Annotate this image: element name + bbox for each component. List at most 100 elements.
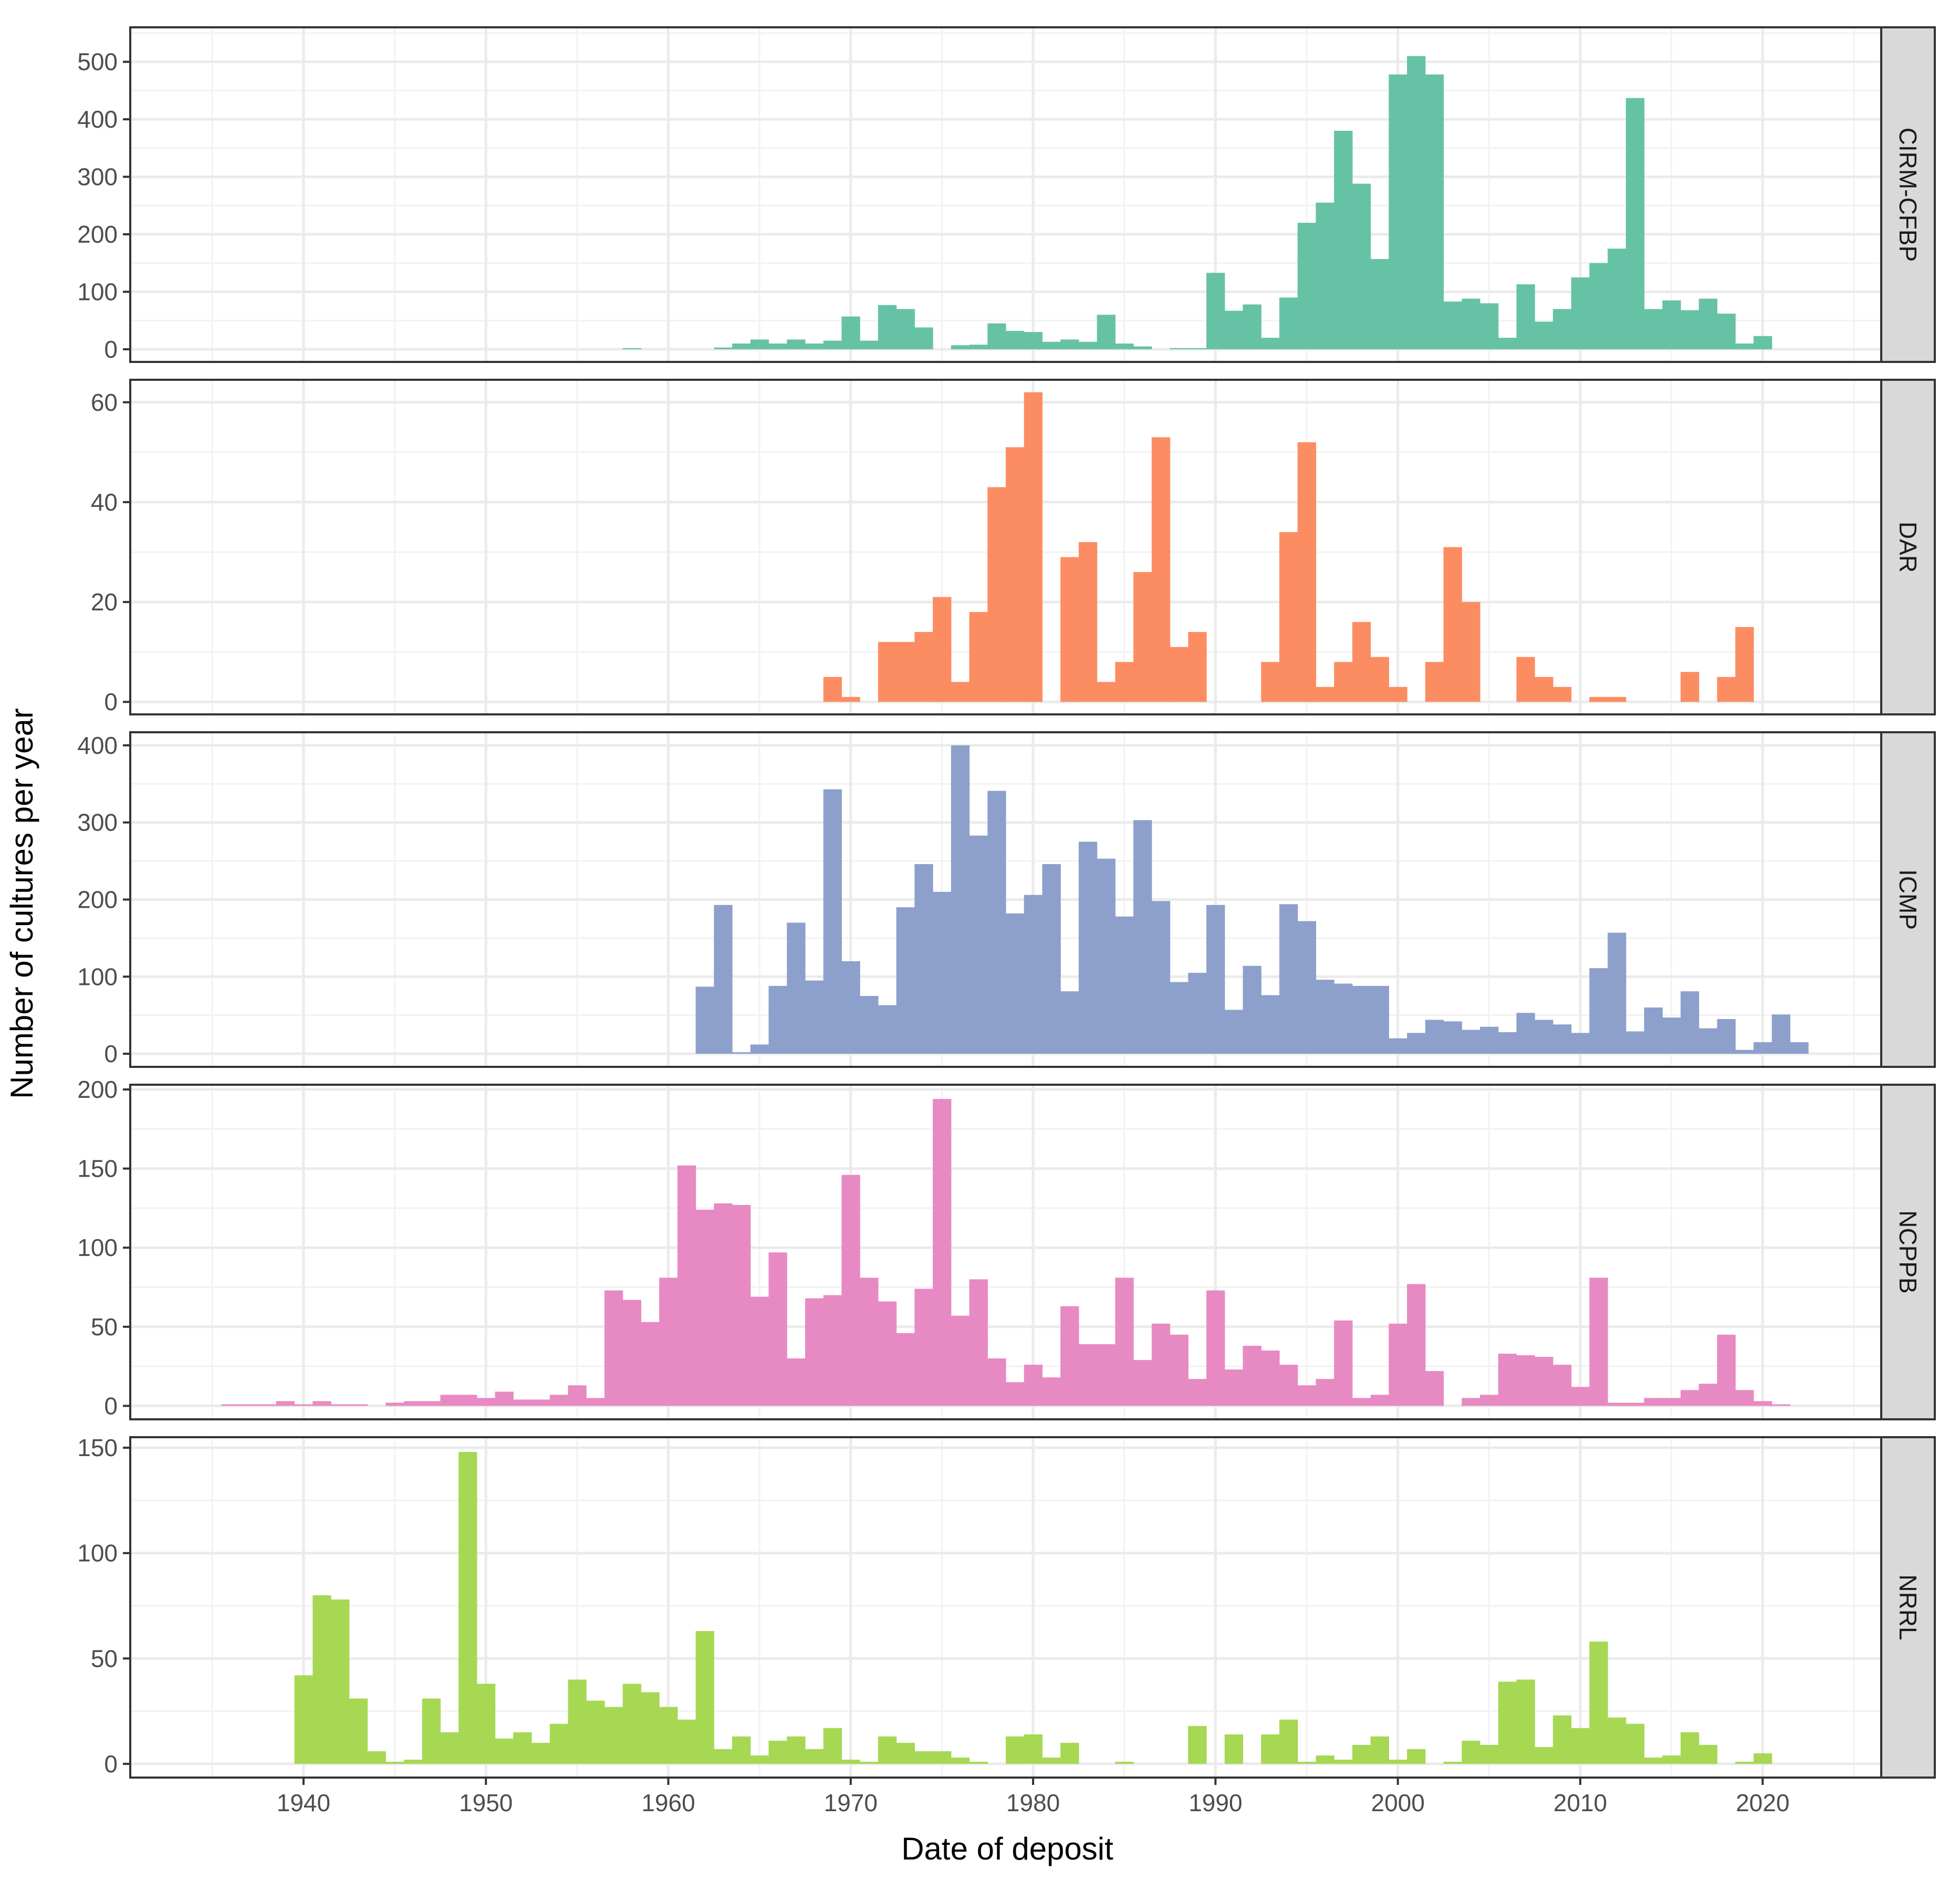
bar bbox=[1060, 339, 1079, 349]
bar bbox=[914, 1751, 933, 1764]
bar bbox=[823, 1728, 842, 1764]
bar bbox=[732, 343, 751, 349]
facet-label: ICMP bbox=[1894, 869, 1922, 930]
bar bbox=[1243, 1345, 1262, 1406]
bar bbox=[1479, 303, 1499, 349]
bar bbox=[1206, 905, 1225, 1054]
bar bbox=[1279, 1365, 1298, 1406]
y-tick-label: 300 bbox=[77, 809, 118, 836]
bar bbox=[714, 1749, 733, 1764]
x-tick-label: 1980 bbox=[1006, 1789, 1060, 1816]
bar bbox=[1717, 677, 1736, 702]
bar bbox=[495, 1738, 514, 1764]
bar bbox=[1042, 1757, 1061, 1764]
bar bbox=[1535, 677, 1554, 702]
bar bbox=[951, 1315, 970, 1406]
bar bbox=[604, 1707, 623, 1764]
bar bbox=[1370, 1395, 1389, 1406]
bar bbox=[221, 1404, 240, 1406]
bar bbox=[1425, 662, 1444, 702]
bar bbox=[969, 1279, 988, 1406]
facet-ncppb: NCPPB 0 50 100 150 200 bbox=[77, 1076, 1936, 1420]
y-tick-label: 40 bbox=[91, 489, 118, 516]
bar bbox=[1188, 1379, 1207, 1406]
bar bbox=[476, 1684, 496, 1764]
bar bbox=[1425, 74, 1444, 349]
bar bbox=[1042, 864, 1061, 1054]
bar bbox=[1680, 1732, 1700, 1764]
bar bbox=[1170, 1334, 1188, 1406]
bar bbox=[1097, 682, 1115, 702]
bar bbox=[841, 697, 860, 702]
bar bbox=[1316, 980, 1335, 1054]
y-tick-label: 400 bbox=[77, 732, 118, 759]
bar bbox=[1462, 1398, 1481, 1406]
bar bbox=[1462, 298, 1481, 349]
y-tick-label: 0 bbox=[104, 336, 118, 363]
bar bbox=[914, 1289, 933, 1406]
bar bbox=[476, 1398, 496, 1406]
bar bbox=[549, 1395, 569, 1406]
bar bbox=[1680, 672, 1700, 702]
x-tick-label: 1950 bbox=[459, 1789, 513, 1816]
bar bbox=[1133, 346, 1152, 349]
bar bbox=[1462, 602, 1481, 702]
bar bbox=[1644, 1757, 1663, 1764]
y-tick-label: 0 bbox=[104, 1040, 118, 1067]
bar bbox=[294, 1675, 313, 1764]
bar bbox=[1516, 657, 1535, 702]
bar bbox=[1717, 314, 1736, 349]
bar bbox=[1224, 1734, 1244, 1764]
bar bbox=[1151, 1323, 1171, 1406]
bar bbox=[1024, 1365, 1043, 1406]
bar bbox=[458, 1395, 477, 1406]
bar bbox=[878, 1301, 897, 1406]
y-tick-label: 20 bbox=[91, 588, 118, 616]
bar bbox=[367, 1751, 386, 1764]
bar bbox=[1188, 632, 1207, 702]
bar bbox=[1279, 1719, 1298, 1764]
bar bbox=[1352, 1744, 1371, 1764]
bar bbox=[1552, 1024, 1572, 1054]
facet-cirm-cfbp: CIRM-CFBP 0 100 200 300 400 500 bbox=[77, 26, 1936, 363]
bar bbox=[1443, 1021, 1462, 1054]
bar bbox=[1698, 298, 1718, 349]
bar bbox=[1389, 74, 1408, 349]
bar bbox=[1771, 1404, 1790, 1406]
bar bbox=[805, 1298, 824, 1406]
bar bbox=[1316, 1379, 1335, 1406]
bar bbox=[1407, 56, 1426, 349]
bar bbox=[1078, 842, 1098, 1054]
bar bbox=[312, 1401, 331, 1406]
y-tick-label: 100 bbox=[77, 1540, 118, 1567]
bar bbox=[1188, 348, 1207, 349]
bar bbox=[951, 745, 970, 1054]
bar bbox=[768, 1252, 787, 1406]
bar bbox=[1680, 310, 1700, 349]
bar bbox=[1261, 995, 1280, 1054]
y-tick-label: 50 bbox=[91, 1645, 118, 1672]
bar bbox=[1479, 1026, 1499, 1054]
y-tick-label: 0 bbox=[104, 1750, 118, 1778]
bar bbox=[1625, 98, 1645, 349]
bar bbox=[1753, 1401, 1773, 1406]
bar bbox=[1479, 1744, 1499, 1764]
bar bbox=[1370, 1736, 1389, 1764]
bar bbox=[1608, 248, 1627, 349]
bar bbox=[1662, 1017, 1681, 1054]
bar bbox=[1133, 572, 1152, 702]
x-tick-label: 1940 bbox=[277, 1789, 330, 1816]
bar bbox=[1735, 1390, 1754, 1406]
bar bbox=[1097, 315, 1115, 349]
x-axis-title: Date of deposit bbox=[901, 1831, 1113, 1866]
bar bbox=[1352, 183, 1371, 349]
bar bbox=[1443, 547, 1462, 702]
bar bbox=[841, 1175, 860, 1406]
bar bbox=[1535, 1020, 1554, 1054]
bar bbox=[1279, 532, 1298, 702]
bar bbox=[823, 677, 842, 702]
bar bbox=[1680, 991, 1700, 1054]
bar bbox=[1498, 1681, 1517, 1764]
bar bbox=[1261, 338, 1280, 349]
